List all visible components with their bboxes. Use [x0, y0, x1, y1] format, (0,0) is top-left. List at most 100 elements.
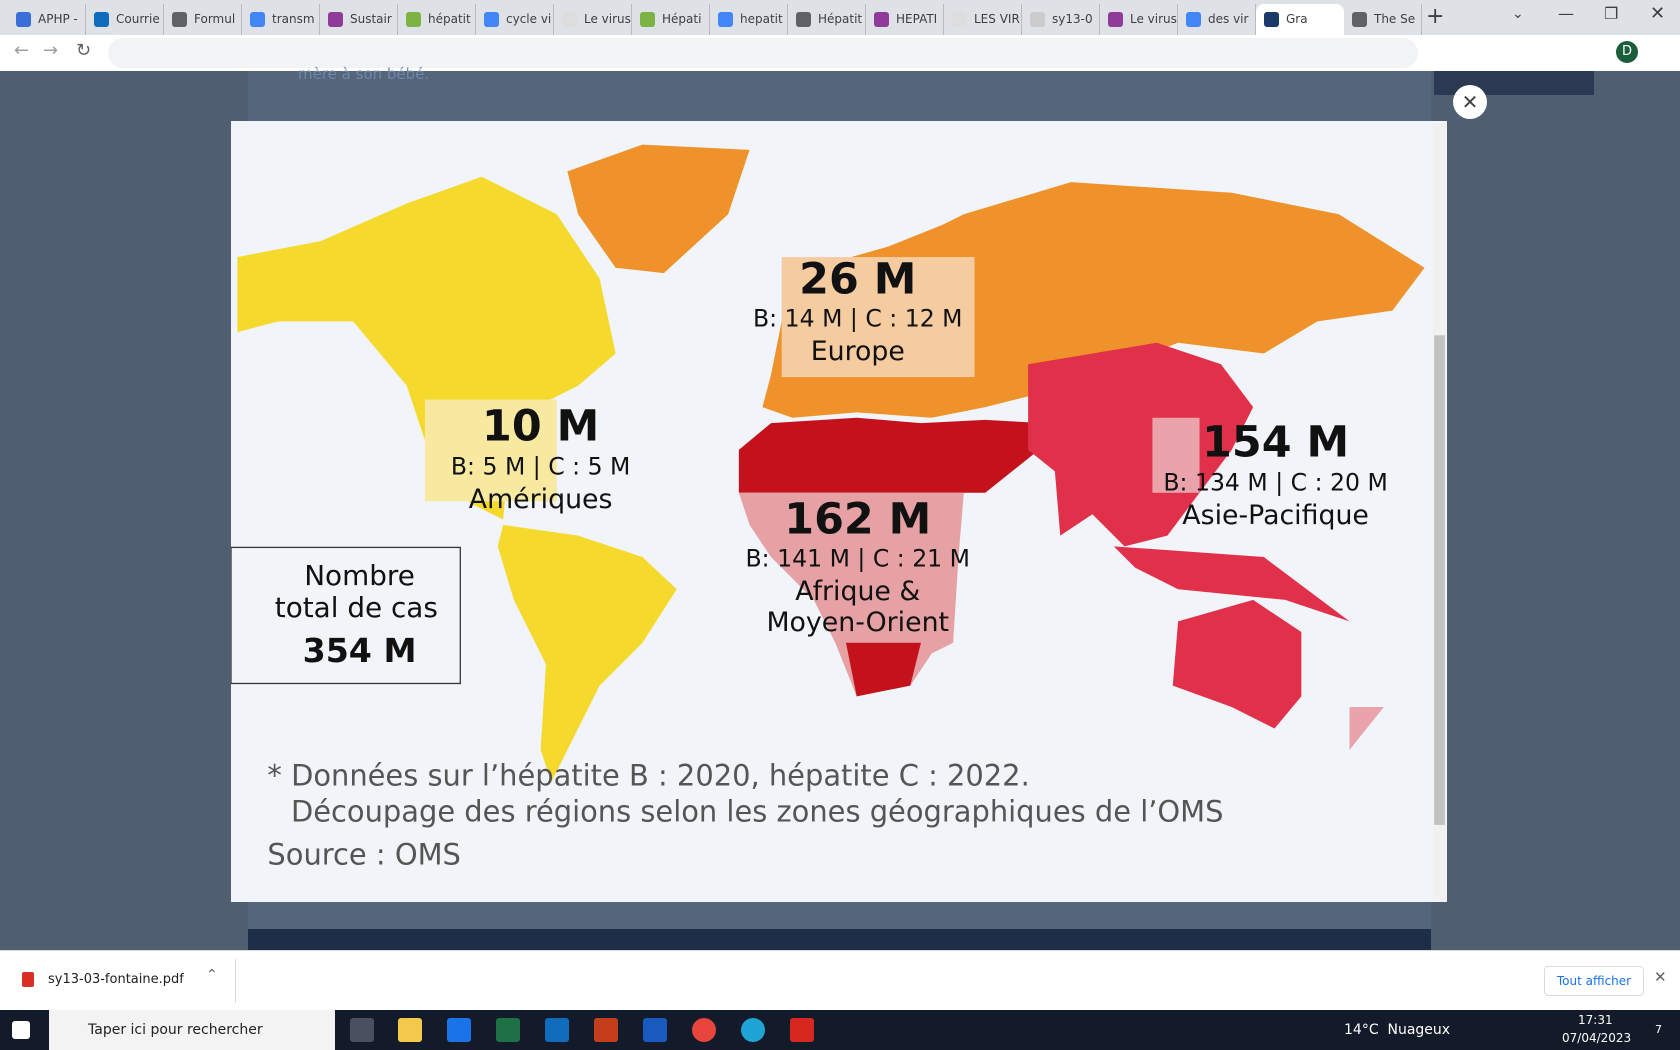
tab-icon — [1030, 12, 1045, 27]
notifications[interactable]: 7 — [1655, 1023, 1662, 1036]
back[interactable]: ← — [14, 40, 30, 61]
asia — [1028, 342, 1254, 547]
close-modal[interactable]: ✕ — [1453, 85, 1487, 119]
tab[interactable]: Le virus — [1100, 4, 1178, 35]
download-bar: sy13-03-fontaine.pdf ⌃ Tout afficher ✕ — [0, 950, 1680, 1011]
close-window[interactable]: ✕ — [1650, 3, 1666, 24]
tab-icon — [718, 12, 733, 27]
reload[interactable]: ↻ — [76, 40, 92, 61]
acrobat[interactable] — [790, 1018, 814, 1042]
tab[interactable]: hépatit — [398, 4, 476, 35]
close-downloads[interactable]: ✕ — [1654, 968, 1667, 986]
tab-search[interactable]: ⌄ — [1512, 6, 1524, 22]
forward[interactable]: → — [43, 40, 59, 61]
tab[interactable]: Gra — [1256, 4, 1344, 35]
tab-icon — [484, 12, 499, 27]
labels: 26 M B: 14 M | C : 12 M Europe 10 M B: 5… — [451, 254, 1388, 637]
show-all[interactable]: Tout afficher — [1544, 966, 1644, 996]
tab-title: Formul — [194, 12, 236, 26]
total-label: total de cas — [275, 591, 438, 624]
tab-icon — [1186, 12, 1201, 27]
region-name: Afrique & — [795, 576, 920, 607]
tab[interactable]: LES VIR — [944, 4, 1022, 35]
tab-icon — [1264, 12, 1279, 27]
page-text: mère à son bébé. — [298, 65, 430, 83]
tab-title: LES VIR — [974, 12, 1020, 26]
ie[interactable] — [447, 1018, 471, 1042]
footnote: Découpage des régions selon les zones gé… — [291, 795, 1223, 829]
region-name: Europe — [811, 336, 905, 367]
download-file[interactable]: sy13-03-fontaine.pdf — [48, 972, 184, 987]
edge[interactable] — [741, 1018, 765, 1042]
start[interactable] — [12, 1021, 30, 1039]
tab-title: Hépati — [662, 12, 702, 26]
tab-title: Gra — [1286, 12, 1308, 26]
tab[interactable]: hepatit — [710, 4, 788, 35]
tab[interactable]: Hépatit — [788, 4, 866, 35]
profile[interactable]: D — [1616, 41, 1638, 63]
tab[interactable]: transm — [242, 4, 320, 35]
new-tab[interactable]: + — [1426, 4, 1445, 29]
chrome[interactable] — [692, 1018, 716, 1042]
europe-highlight — [781, 257, 975, 378]
task-view[interactable] — [350, 1018, 374, 1042]
scroll-thumb[interactable] — [1434, 335, 1445, 825]
tab-icon — [250, 12, 265, 27]
total-box — [230, 546, 461, 685]
download-menu[interactable]: ⌃ — [206, 967, 218, 983]
tab[interactable]: des vir — [1178, 4, 1256, 35]
region-detail: B: 134 M | C : 20 M — [1163, 469, 1387, 497]
weather[interactable]: 14°C Nuageux — [1344, 1022, 1451, 1038]
excel[interactable] — [496, 1018, 520, 1042]
tab-title: Le virus — [1130, 12, 1177, 26]
powerpoint[interactable] — [594, 1018, 618, 1042]
total-value: 354 M — [303, 631, 417, 670]
tab-icon — [952, 12, 967, 27]
tab-title: Le virus — [584, 12, 631, 26]
tab[interactable]: cycle vi — [476, 4, 554, 35]
tab[interactable]: Le virus — [554, 4, 632, 35]
search-text: Taper ici pour rechercher — [88, 1022, 263, 1038]
outlook[interactable] — [545, 1018, 569, 1042]
tab[interactable]: sy13-0 — [1022, 4, 1100, 35]
tab-icon — [172, 12, 187, 27]
tab-icon — [328, 12, 343, 27]
restore[interactable]: ❐ — [1604, 4, 1619, 23]
clock-time[interactable]: 17:31 — [1578, 1013, 1613, 1027]
search-box[interactable] — [49, 1010, 335, 1050]
tab-icon — [406, 12, 421, 27]
tab[interactable]: APHP - — [8, 4, 86, 35]
tab[interactable]: HEPATI — [866, 4, 944, 35]
region-name: Amériques — [469, 484, 613, 515]
tab[interactable]: The Se — [1344, 4, 1422, 35]
tab-icon — [1108, 12, 1123, 27]
tab[interactable]: Courrie — [86, 4, 164, 35]
tab-title: Hépatit — [818, 12, 863, 26]
page-footer — [248, 929, 1431, 950]
clock-date[interactable]: 07/04/2023 — [1562, 1031, 1632, 1045]
tab-title: cycle vi — [506, 12, 552, 26]
tab-title: sy13-0 — [1052, 12, 1093, 26]
tab-icon — [640, 12, 655, 27]
tab[interactable]: Sustair — [320, 4, 398, 35]
tab[interactable]: Formul — [164, 4, 242, 35]
tab[interactable]: Hépati — [632, 4, 710, 35]
address-bar: ← → ↻ fr.statista.com/infographie/27848/… — [0, 35, 1680, 94]
region-total: 154 M — [1202, 417, 1349, 467]
region-total: 162 M — [784, 494, 931, 544]
region-detail: B: 14 M | C : 12 M — [753, 305, 963, 333]
tab-title: APHP - — [38, 12, 78, 26]
word[interactable] — [643, 1018, 667, 1042]
australia — [1172, 599, 1302, 729]
tab-icon — [562, 12, 577, 27]
minimize[interactable]: — — [1558, 4, 1574, 23]
footnote: * Données sur l’hépatite B : 2020, hépat… — [267, 758, 1029, 792]
americas-highlight — [424, 399, 557, 502]
omnibox[interactable] — [108, 38, 1418, 68]
tab-icon — [94, 12, 109, 27]
tab-title: transm — [272, 12, 315, 26]
new-zealand — [1349, 707, 1384, 750]
explorer[interactable] — [398, 1018, 422, 1042]
